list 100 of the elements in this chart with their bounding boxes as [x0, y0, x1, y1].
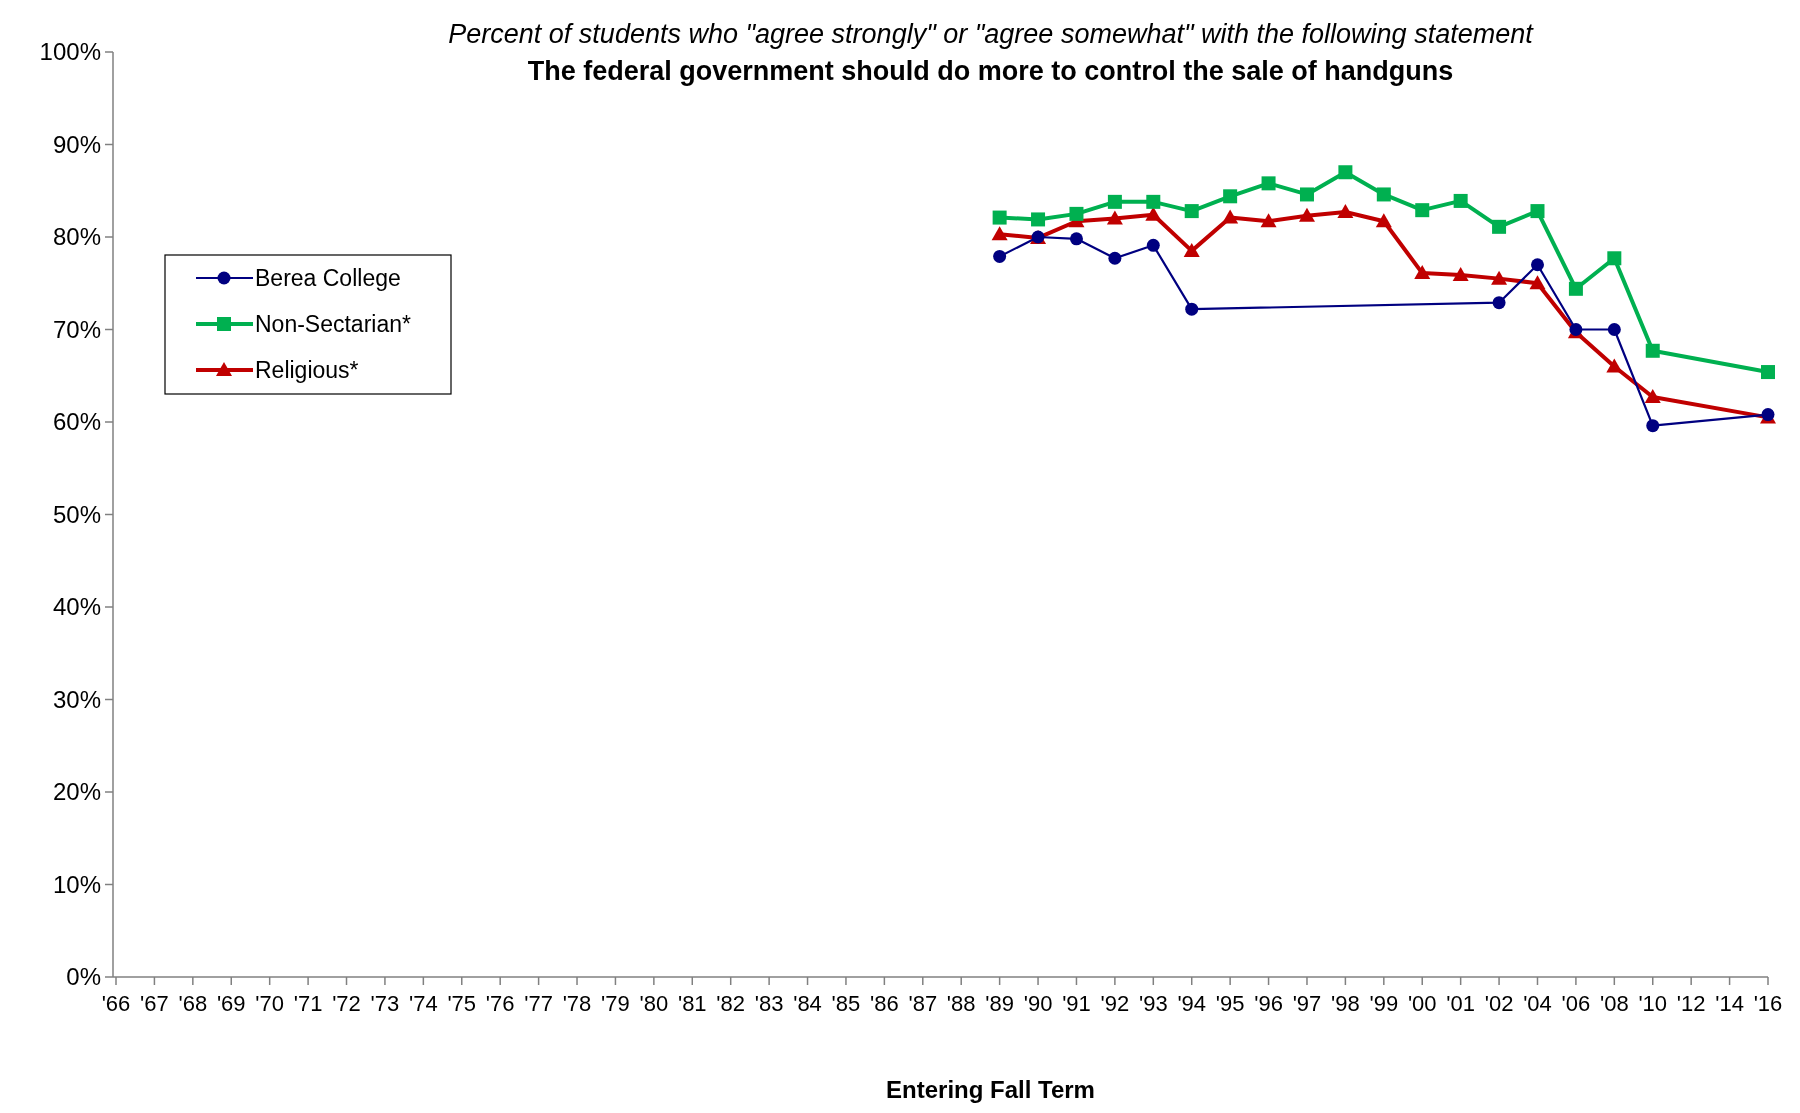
x-tick-label: '74: [409, 991, 438, 1016]
x-tick-label: '90: [1023, 991, 1053, 1016]
x-tick-label: '00: [1407, 991, 1437, 1016]
x-tick-label: '01: [1446, 991, 1475, 1016]
x-tick-label: '66: [101, 991, 131, 1016]
x-tick-label: '92: [1100, 991, 1130, 1016]
point: [1261, 176, 1276, 191]
point: [1376, 187, 1391, 202]
point: [1260, 213, 1277, 228]
y-tick-label: 20%: [52, 778, 101, 806]
x-tick-label: '12: [1676, 991, 1706, 1016]
x-tick-label: '69: [216, 991, 246, 1016]
x-tick-label: '99: [1369, 991, 1399, 1016]
x-tick-label: '88: [946, 991, 976, 1016]
point: [1530, 204, 1545, 219]
point: [1108, 251, 1122, 265]
point: [1414, 265, 1431, 280]
x-tick-label: '02: [1484, 991, 1514, 1016]
point: [993, 249, 1007, 263]
point: [1645, 343, 1660, 358]
point: [1223, 189, 1238, 204]
y-tick-label: 10%: [52, 870, 101, 898]
x-tick-label: '96: [1254, 991, 1283, 1016]
x-tick-label: '71: [293, 991, 323, 1016]
point: [1031, 212, 1046, 227]
y-tick-label: 60%: [52, 408, 101, 436]
point: [1646, 419, 1660, 433]
point: [1222, 209, 1239, 224]
x-tick-label: '80: [639, 991, 669, 1016]
y-tick-label: 100%: [39, 38, 101, 66]
point: [1146, 238, 1160, 252]
legend-label: Berea College: [255, 265, 401, 292]
x-tick-label: '14: [1715, 991, 1744, 1016]
point: [1106, 210, 1123, 225]
x-tick-label: '89: [985, 991, 1014, 1016]
point: [1145, 206, 1162, 221]
x-tick-label: '81: [677, 991, 707, 1016]
x-tick-label: '04: [1523, 991, 1552, 1016]
x-tick-label: '08: [1599, 991, 1629, 1016]
x-tick-label: '83: [754, 991, 784, 1016]
x-tick-label: '72: [332, 991, 361, 1016]
x-tick-label: '06: [1561, 991, 1591, 1016]
x-tick-label: '79: [601, 991, 630, 1016]
point: [1375, 213, 1392, 228]
x-tick-label: '70: [255, 991, 285, 1016]
x-tick-label: '75: [447, 991, 477, 1016]
point: [1069, 232, 1083, 246]
x-tick-label: '84: [793, 991, 822, 1016]
y-tick-label: 40%: [52, 593, 101, 621]
legend-label: Religious*: [255, 357, 359, 384]
point: [1607, 323, 1621, 336]
point: [1491, 270, 1508, 285]
y-tick-label: 70%: [52, 315, 101, 343]
chart-title: The federal government should do more to control the sale of handguns: [527, 56, 1454, 86]
y-tick-label: 50%: [52, 500, 101, 528]
y-tick-label: 0%: [66, 963, 101, 991]
x-tick-label: '73: [370, 991, 400, 1016]
point: [1338, 165, 1353, 180]
y-tick-label: 30%: [52, 685, 101, 713]
point: [1299, 187, 1314, 202]
point: [1453, 193, 1468, 208]
x-tick-label: '77: [524, 991, 553, 1016]
x-tick-label: '94: [1177, 991, 1207, 1016]
point: [1337, 204, 1354, 219]
x-tick-label: '10: [1638, 991, 1668, 1016]
point: [1568, 281, 1583, 296]
x-tick-label: '86: [870, 991, 899, 1016]
point: [1107, 194, 1122, 209]
point: [1184, 204, 1199, 219]
point: [1529, 275, 1546, 290]
x-tick-label: '85: [831, 991, 861, 1016]
x-tick-label: '16: [1753, 991, 1783, 1016]
y-tick-label: 90%: [52, 130, 101, 158]
legend-label: Non-Sectarian*: [255, 311, 412, 338]
x-tick-label: '97: [1292, 991, 1322, 1016]
x-tick-label: '95: [1215, 991, 1245, 1016]
x-tick-label: '91: [1062, 991, 1091, 1016]
point: [1183, 242, 1200, 257]
point: [1530, 258, 1544, 272]
x-axis-title: Entering Fall Term: [886, 1076, 1095, 1103]
point: [1146, 194, 1161, 209]
x-tick-label: '82: [716, 991, 746, 1016]
point: [1492, 296, 1506, 310]
point: [1452, 266, 1469, 281]
x-tick-label: '93: [1138, 991, 1168, 1016]
point: [1606, 358, 1623, 373]
point: [1298, 207, 1315, 222]
point: [991, 226, 1008, 241]
point: [992, 210, 1007, 225]
point: [1761, 365, 1775, 380]
x-tick-label: '87: [908, 991, 938, 1016]
point: [1415, 203, 1430, 218]
point: [1185, 302, 1199, 316]
y-tick-label: 80%: [52, 223, 101, 251]
point: [1492, 219, 1507, 234]
point: [1607, 251, 1622, 266]
x-tick-label: '98: [1331, 991, 1360, 1016]
chart-subtitle: Percent of students who "agree strongly" or "agree somewhat" with the following statement: [448, 19, 1535, 49]
x-tick-label: '68: [178, 991, 208, 1016]
x-tick-label: '67: [140, 991, 169, 1016]
